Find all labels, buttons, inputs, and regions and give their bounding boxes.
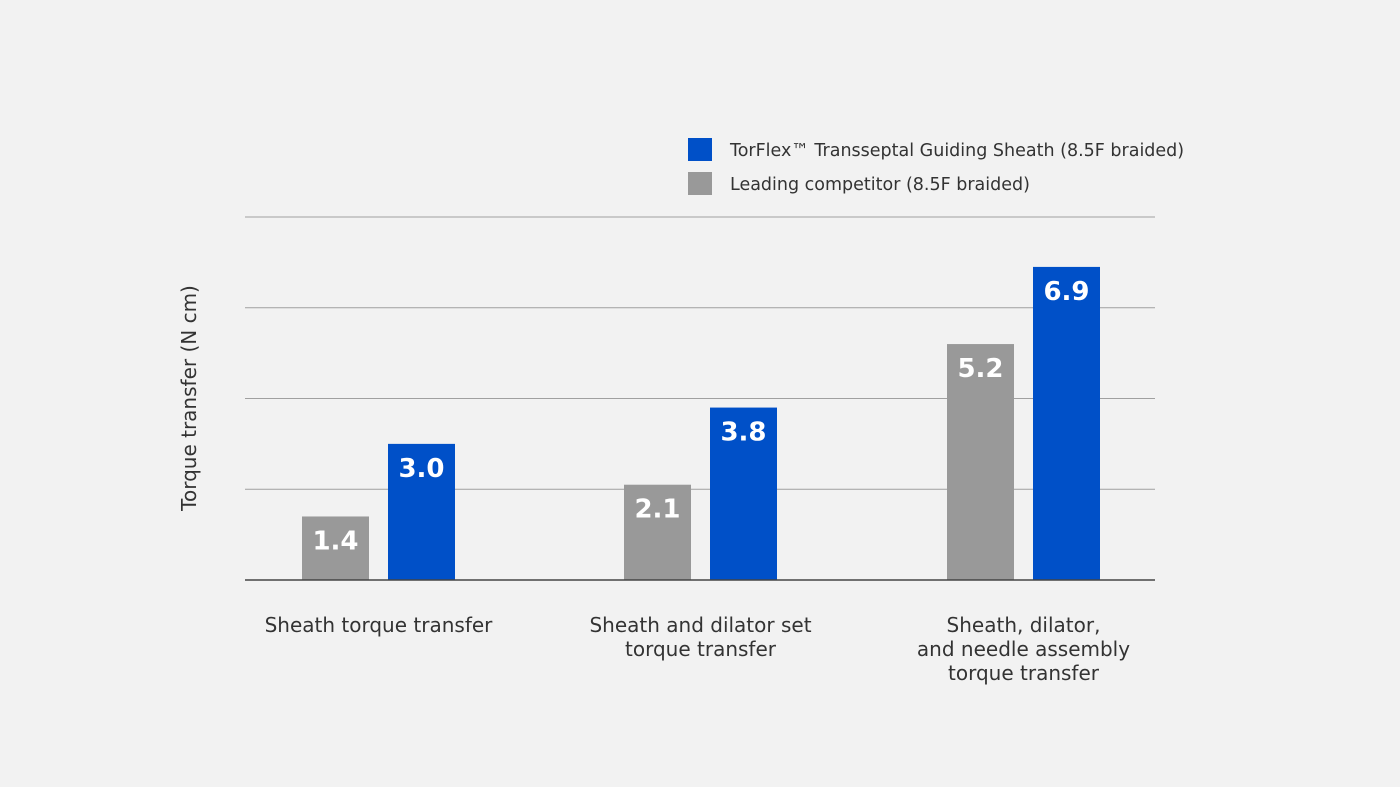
bar <box>1033 266 1100 580</box>
bars: 1.4 2.1 5.2 3.0 3.8 6.9 <box>302 266 1100 580</box>
data-label: 5.2 <box>957 354 1003 384</box>
y-axis-label: Torque transfer (N cm) <box>177 285 201 512</box>
bar <box>947 344 1014 580</box>
legend-label: Leading competitor (8.5F braided) <box>730 175 1030 195</box>
legend-label: TorFlex™ Transseptal Guiding Sheath (8.5… <box>729 141 1184 161</box>
bar <box>388 443 455 580</box>
category-label: Sheath torque transfer <box>265 613 494 637</box>
bar <box>302 516 369 580</box>
data-label: 2.1 <box>634 495 680 525</box>
data-label: 1.4 <box>312 526 358 556</box>
bar <box>624 484 691 580</box>
legend-swatch <box>688 172 712 195</box>
category-labels: Sheath torque transfer Sheath and dilator… <box>265 613 1131 685</box>
data-label: 3.0 <box>398 454 444 484</box>
bar <box>710 407 777 580</box>
category-label: Sheath, dilator, and needle assembly torqu… <box>917 613 1130 685</box>
data-label: 3.8 <box>720 418 766 448</box>
data-label: 6.9 <box>1043 277 1089 307</box>
category-label: Sheath and dilator set torque transfer <box>589 613 811 661</box>
legend: TorFlex™ Transseptal Guiding Sheath (8.5… <box>688 138 1184 195</box>
legend-swatch <box>688 138 712 161</box>
gridlines <box>245 216 1155 490</box>
